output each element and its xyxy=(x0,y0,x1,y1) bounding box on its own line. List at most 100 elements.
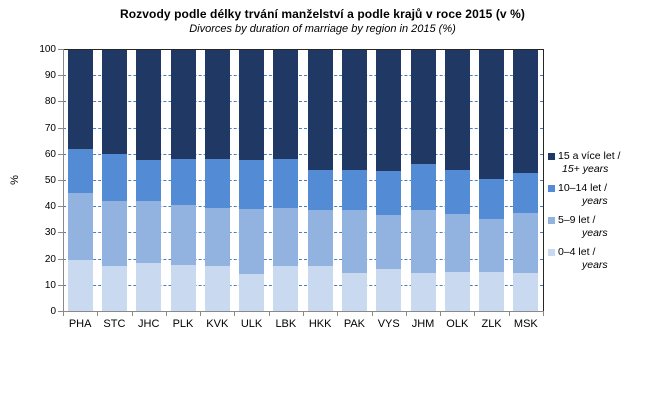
bar-segment-PAK-10-14- xyxy=(341,169,367,211)
bar-segment-HKK-10-14- xyxy=(307,169,333,211)
legend-text-en: 15+ years xyxy=(562,163,609,175)
chart-subtitle: Divorces by duration of marriage by regi… xyxy=(189,23,456,35)
bar-segment-JHC-5-9- xyxy=(136,200,162,263)
x-tick-mark xyxy=(474,312,475,316)
legend-text-en: years xyxy=(582,195,608,207)
bar-segment-STC-0-4- xyxy=(101,266,127,311)
bar-segment-ULK-10-14- xyxy=(239,160,265,209)
y-tick-mark xyxy=(58,206,63,208)
bar-segment-ULK-5-9- xyxy=(239,208,265,275)
legend-label-cs: 0–4 let / xyxy=(548,246,643,259)
bar-STC xyxy=(101,49,127,311)
bar-PHA xyxy=(67,49,93,311)
y-axis-title: % xyxy=(8,175,21,185)
y-tick-label-0: 0 xyxy=(50,306,56,317)
legend-item-5-9-let-: 5–9 let / years xyxy=(548,214,643,240)
bar-segment-JHC-0-4- xyxy=(136,262,162,311)
y-tick-label-10: 10 xyxy=(44,279,56,291)
gridline-20 xyxy=(63,258,543,260)
bar-segment-ZLK-10-14- xyxy=(479,178,505,220)
y-tick-mark xyxy=(58,258,63,260)
bar-PAK xyxy=(341,49,367,311)
bar-segment-KVK-15- xyxy=(204,49,230,160)
bar-segment-ZLK-15- xyxy=(479,49,505,179)
plot-border-right xyxy=(543,49,544,312)
gridline-50 xyxy=(63,180,543,181)
bar-segment-VYS-0-4- xyxy=(376,269,402,311)
y-tick-mark xyxy=(58,284,63,286)
legend-text-cs: 0–4 let / xyxy=(558,246,596,258)
x-tick-mark xyxy=(200,312,201,316)
y-axis-line xyxy=(63,49,64,312)
y-tick-mark xyxy=(58,232,63,234)
gridline-80 xyxy=(63,101,543,103)
y-tick-mark xyxy=(58,180,63,181)
gridline-30 xyxy=(63,232,543,234)
y-tick-label-40: 40 xyxy=(44,201,56,213)
bar-JHC xyxy=(136,49,162,311)
legend-swatch-icon xyxy=(548,185,555,192)
bar-segment-ZLK-5-9- xyxy=(479,219,505,272)
legend-swatch-icon xyxy=(548,217,555,224)
bar-segment-OLK-10-14- xyxy=(444,169,470,215)
y-tick-mark xyxy=(58,127,63,129)
bar-segment-KVK-0-4- xyxy=(204,266,230,311)
bar-segment-PLK-0-4- xyxy=(170,265,196,311)
bar-segment-HKK-0-4- xyxy=(307,266,333,311)
y-tick-label-30: 30 xyxy=(44,227,56,239)
bar-segment-MSK-10-14- xyxy=(513,173,539,213)
x-tick-label-ZLK: ZLK xyxy=(481,318,502,330)
legend-item-15-a-v-ce-let-: 15 a více let /15+ years xyxy=(548,150,643,176)
x-tick-label-OLK: OLK xyxy=(446,318,469,330)
bar-JHM xyxy=(410,49,436,311)
bar-segment-PAK-0-4- xyxy=(341,273,367,311)
bar-segment-VYS-10-14- xyxy=(376,170,402,216)
x-tick-mark xyxy=(543,312,544,316)
gridline-40 xyxy=(63,206,543,208)
bar-segment-OLK-0-4- xyxy=(444,271,470,311)
x-tick-label-JHM: JHM xyxy=(411,318,435,330)
bar-segment-STC-10-14- xyxy=(101,153,127,201)
bar-segment-JHM-15- xyxy=(410,49,436,165)
bar-segment-JHC-15- xyxy=(136,49,162,161)
bar-segment-PHA-5-9- xyxy=(67,193,93,260)
bar-segment-MSK-0-4- xyxy=(513,273,539,311)
x-tick-mark xyxy=(509,312,510,316)
y-tick-label-50: 50 xyxy=(44,175,56,186)
x-tick-mark xyxy=(440,312,441,316)
gridline-70 xyxy=(63,127,543,129)
bar-VYS xyxy=(376,49,402,311)
bar-PLK xyxy=(170,49,196,311)
legend-text-cs: 15 a více let / xyxy=(558,150,621,162)
bar-segment-PHA-15- xyxy=(67,49,93,149)
bar-segment-HKK-15- xyxy=(307,49,333,170)
legend: 15 a více let /15+ years 10–14 let / years… xyxy=(548,150,643,278)
x-tick-label-MSK: MSK xyxy=(513,318,538,330)
bar-segment-LBK-5-9- xyxy=(273,207,299,267)
legend-item-0-4-let-: 0–4 let / years xyxy=(548,246,643,272)
bar-segment-KVK-5-9- xyxy=(204,207,230,267)
legend-text-en: years xyxy=(582,259,608,271)
x-tick-mark xyxy=(406,312,407,316)
y-tick-mark xyxy=(58,311,63,312)
bar-MSK xyxy=(513,49,539,311)
legend-item-10-14-let-: 10–14 let / years xyxy=(548,182,643,208)
x-tick-label-KVK: KVK xyxy=(206,318,229,330)
bar-segment-JHC-10-14- xyxy=(136,160,162,201)
bar-segment-MSK-5-9- xyxy=(513,212,539,274)
gridline-10 xyxy=(63,284,543,286)
plot-area xyxy=(63,49,543,311)
bar-segment-PLK-15- xyxy=(170,49,196,160)
y-tick-label-70: 70 xyxy=(44,122,56,134)
bar-segment-PLK-10-14- xyxy=(170,159,196,205)
legend-text-en: years xyxy=(582,227,608,239)
bar-segment-PHA-0-4- xyxy=(67,259,93,311)
y-tick-label-90: 90 xyxy=(44,70,56,82)
x-axis-line xyxy=(59,311,544,312)
y-tick-label-20: 20 xyxy=(44,253,56,265)
bar-LBK xyxy=(273,49,299,311)
legend-text-cs: 10–14 let / xyxy=(558,182,608,194)
bar-ZLK xyxy=(479,49,505,311)
bar-segment-PAK-15- xyxy=(341,49,367,170)
